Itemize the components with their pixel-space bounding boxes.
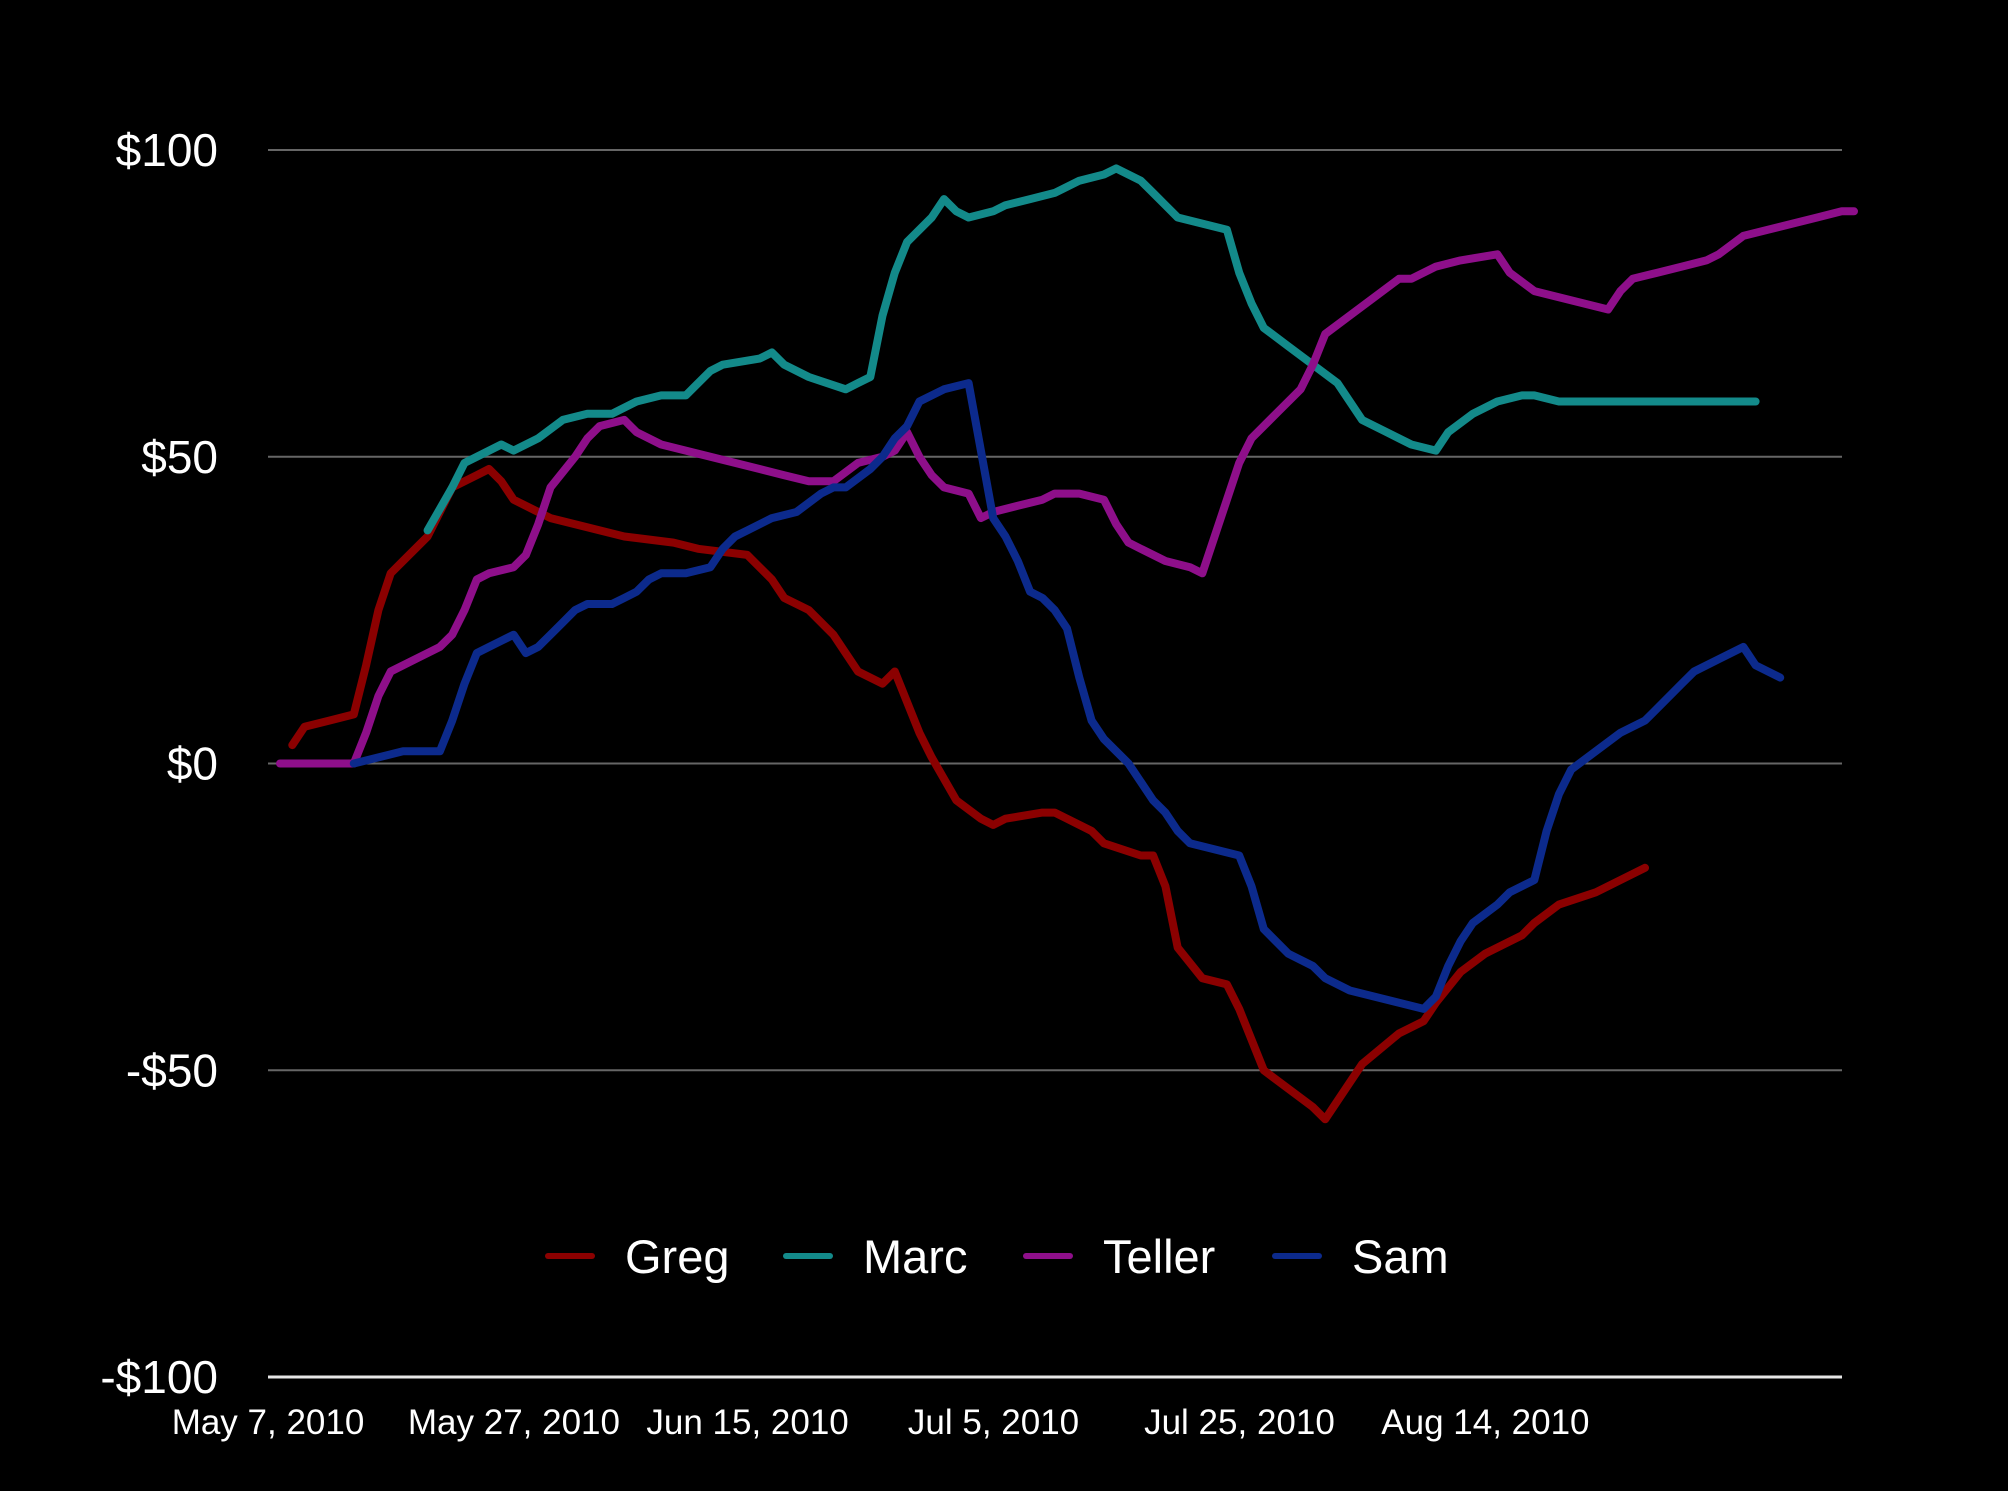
y-axis-tick-labels: $100 $50 $0 -$50 -$100 (100, 124, 218, 1403)
series-lines (276, 164, 1858, 1124)
y-tick-label: -$50 (126, 1044, 218, 1096)
legend-label-teller: Teller (1103, 1230, 1215, 1283)
y-tick-label: $0 (167, 738, 218, 790)
x-tick-label: May 7, 2010 (172, 1403, 365, 1442)
x-tick-label: May 27, 2010 (408, 1403, 620, 1442)
legend-label-marc: Marc (863, 1230, 967, 1283)
x-tick-label: Jun 15, 2010 (646, 1403, 848, 1442)
series-line-greg (288, 465, 1649, 1124)
x-axis-tick-labels: May 7, 2010 May 27, 2010 Jun 15, 2010 Jul 5… (172, 1403, 1590, 1442)
series-line-sam (349, 379, 1785, 1013)
legend-label-sam: Sam (1352, 1230, 1449, 1283)
gridlines (268, 149, 1842, 1379)
series-line-marc (423, 164, 1760, 535)
legend-label-greg: Greg (625, 1230, 730, 1283)
legend: Greg Marc Teller Sam (545, 1230, 1449, 1283)
series-line-teller (276, 207, 1858, 768)
x-tick-label: Aug 14, 2010 (1381, 1403, 1589, 1442)
y-tick-label: $50 (141, 431, 218, 483)
y-tick-label: -$100 (100, 1351, 218, 1403)
x-tick-label: Jul 5, 2010 (908, 1403, 1079, 1442)
x-tick-label: Jul 25, 2010 (1144, 1403, 1335, 1442)
y-tick-label: $100 (116, 124, 218, 176)
